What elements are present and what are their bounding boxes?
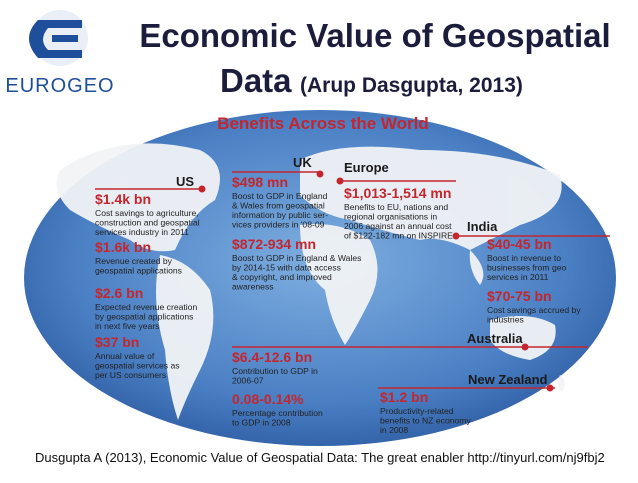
benefit-description: Boost to GDP in England & Wales: [232, 253, 361, 263]
map-heading: Benefits Across the World: [217, 114, 429, 133]
region-label: India: [467, 219, 498, 234]
benefit-description: per US consumers: [95, 370, 166, 380]
benefit-description: geospatial applications: [95, 266, 182, 276]
location-dot: [546, 384, 554, 392]
benefit-description: Cost savings accrued by: [487, 305, 581, 315]
benefit-description: & Wales from geospatial: [232, 201, 325, 211]
benefit-value: $70-75 bn: [487, 288, 552, 304]
benefit-value: $872-934 mn: [232, 236, 316, 252]
benefit-description: services in 2011: [487, 272, 549, 282]
region-label: Australia: [467, 331, 523, 346]
footer: Dusgupta A (2013), Economic Value of Geo…: [35, 450, 605, 465]
benefit-description: regional organisations in: [344, 212, 437, 222]
title-line2: Data: [220, 62, 292, 99]
benefit-value: $1,013-1,514 mn: [344, 185, 451, 201]
benefit-description: Productivity-related: [380, 406, 454, 416]
benefit-description: Percentage contribution: [232, 408, 323, 418]
benefit-description: vices providers in '08-09: [232, 220, 325, 230]
benefit-value: $40-45 bn: [487, 236, 552, 252]
region-label: New Zealand: [468, 372, 548, 387]
location-dot: [336, 177, 344, 185]
benefit-description: businesses from geo: [487, 263, 567, 273]
benefit-description: information by public ser-: [232, 210, 328, 220]
benefit-description: services industry in 2011: [95, 227, 189, 237]
benefit-description: industries: [487, 315, 524, 325]
benefit-description: to GDP in 2008: [232, 418, 291, 428]
benefit-value: $1.6k bn: [95, 239, 151, 255]
benefit-value: $1.4k bn: [95, 191, 151, 207]
logo: EUROGEO: [5, 10, 114, 97]
benefit-description: awareness: [232, 282, 274, 292]
benefit-value: $37 bn: [95, 334, 139, 350]
region-label: US: [176, 174, 194, 189]
benefit-value: $6.4-12.6 bn: [232, 349, 312, 365]
title-line1: Economic Value of Geospatial: [139, 17, 610, 54]
benefit-value: $498 mn: [232, 174, 288, 190]
benefit-description: Boost in revenue to: [487, 253, 561, 263]
title-citation: (Arup Dasgupta, 2013): [300, 74, 523, 97]
benefit-description: Annual value of: [95, 351, 155, 361]
benefit-description: Benefits to EU, nations and: [344, 202, 448, 212]
benefit-description: construction and geospatial: [95, 218, 200, 228]
benefit-description: of $122-182 mn on INSPIRE: [344, 231, 453, 241]
benefit-description: Contribution to GDP in: [232, 366, 318, 376]
benefit-description: & copyright, and improved: [232, 272, 332, 282]
benefit-description: benefits to NZ economy: [380, 416, 471, 426]
logo-text: EUROGEO: [5, 75, 114, 97]
benefit-description: Revenue created by: [95, 256, 173, 266]
world-map: Benefits Across the World: [24, 110, 616, 446]
benefit-description: Expected revenue creation: [95, 302, 197, 312]
benefit-value: 0.08-0.14%: [232, 391, 304, 407]
benefit-description: Cost savings to agriculture,: [95, 208, 199, 218]
location-dot: [521, 343, 529, 351]
benefit-description: in next five years: [95, 321, 159, 331]
benefit-description: Boost to GDP in England: [232, 191, 328, 201]
region-label: UK: [293, 155, 312, 170]
benefit-description: in 2008: [380, 425, 408, 435]
benefit-description: by 2014-15 with data access: [232, 263, 341, 273]
location-dot: [316, 170, 324, 178]
benefit-description: by geospatial applications: [95, 312, 193, 322]
location-dot: [198, 185, 206, 193]
location-dot: [452, 232, 460, 240]
benefit-value: $2.6 bn: [95, 285, 143, 301]
benefit-value: $1.2 bn: [380, 389, 428, 405]
benefit-description: geospatial services as: [95, 361, 180, 371]
benefit-description: 2006-07: [232, 376, 264, 386]
region-label: Europe: [344, 160, 389, 175]
benefit-description: 2006 against an annual cost: [344, 221, 452, 231]
